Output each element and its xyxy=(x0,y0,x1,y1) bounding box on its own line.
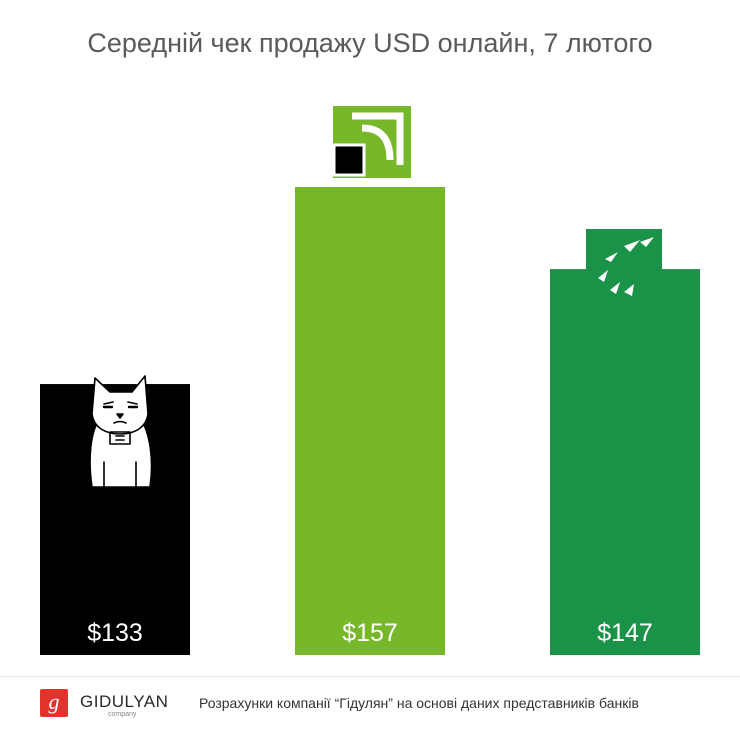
footer-note: Розрахунки компанії “Гідулян” на основі … xyxy=(199,695,639,711)
bar-2 xyxy=(295,187,445,655)
bar-value-label: $147 xyxy=(597,619,653,647)
gidulyan-logo: g xyxy=(40,689,68,717)
cat-icon xyxy=(47,375,153,488)
bars-layer xyxy=(40,187,700,655)
chart-title: Середній чек продажу USD онлайн, 7 лютог… xyxy=(87,28,653,58)
bar-value-label: $157 xyxy=(342,619,398,647)
bnp-logo-icon xyxy=(586,229,662,304)
labels-layer: $133 $157 $147 xyxy=(87,619,653,647)
bar-3 xyxy=(550,269,700,655)
brand-name: GIDULYAN xyxy=(80,692,169,711)
bar-chart: $133 $157 $147 xyxy=(40,106,700,655)
footer-divider xyxy=(0,676,740,677)
privatbank-logo-icon xyxy=(332,106,411,178)
bar-value-label: $133 xyxy=(87,619,143,647)
brand-subtitle: company xyxy=(108,711,137,718)
